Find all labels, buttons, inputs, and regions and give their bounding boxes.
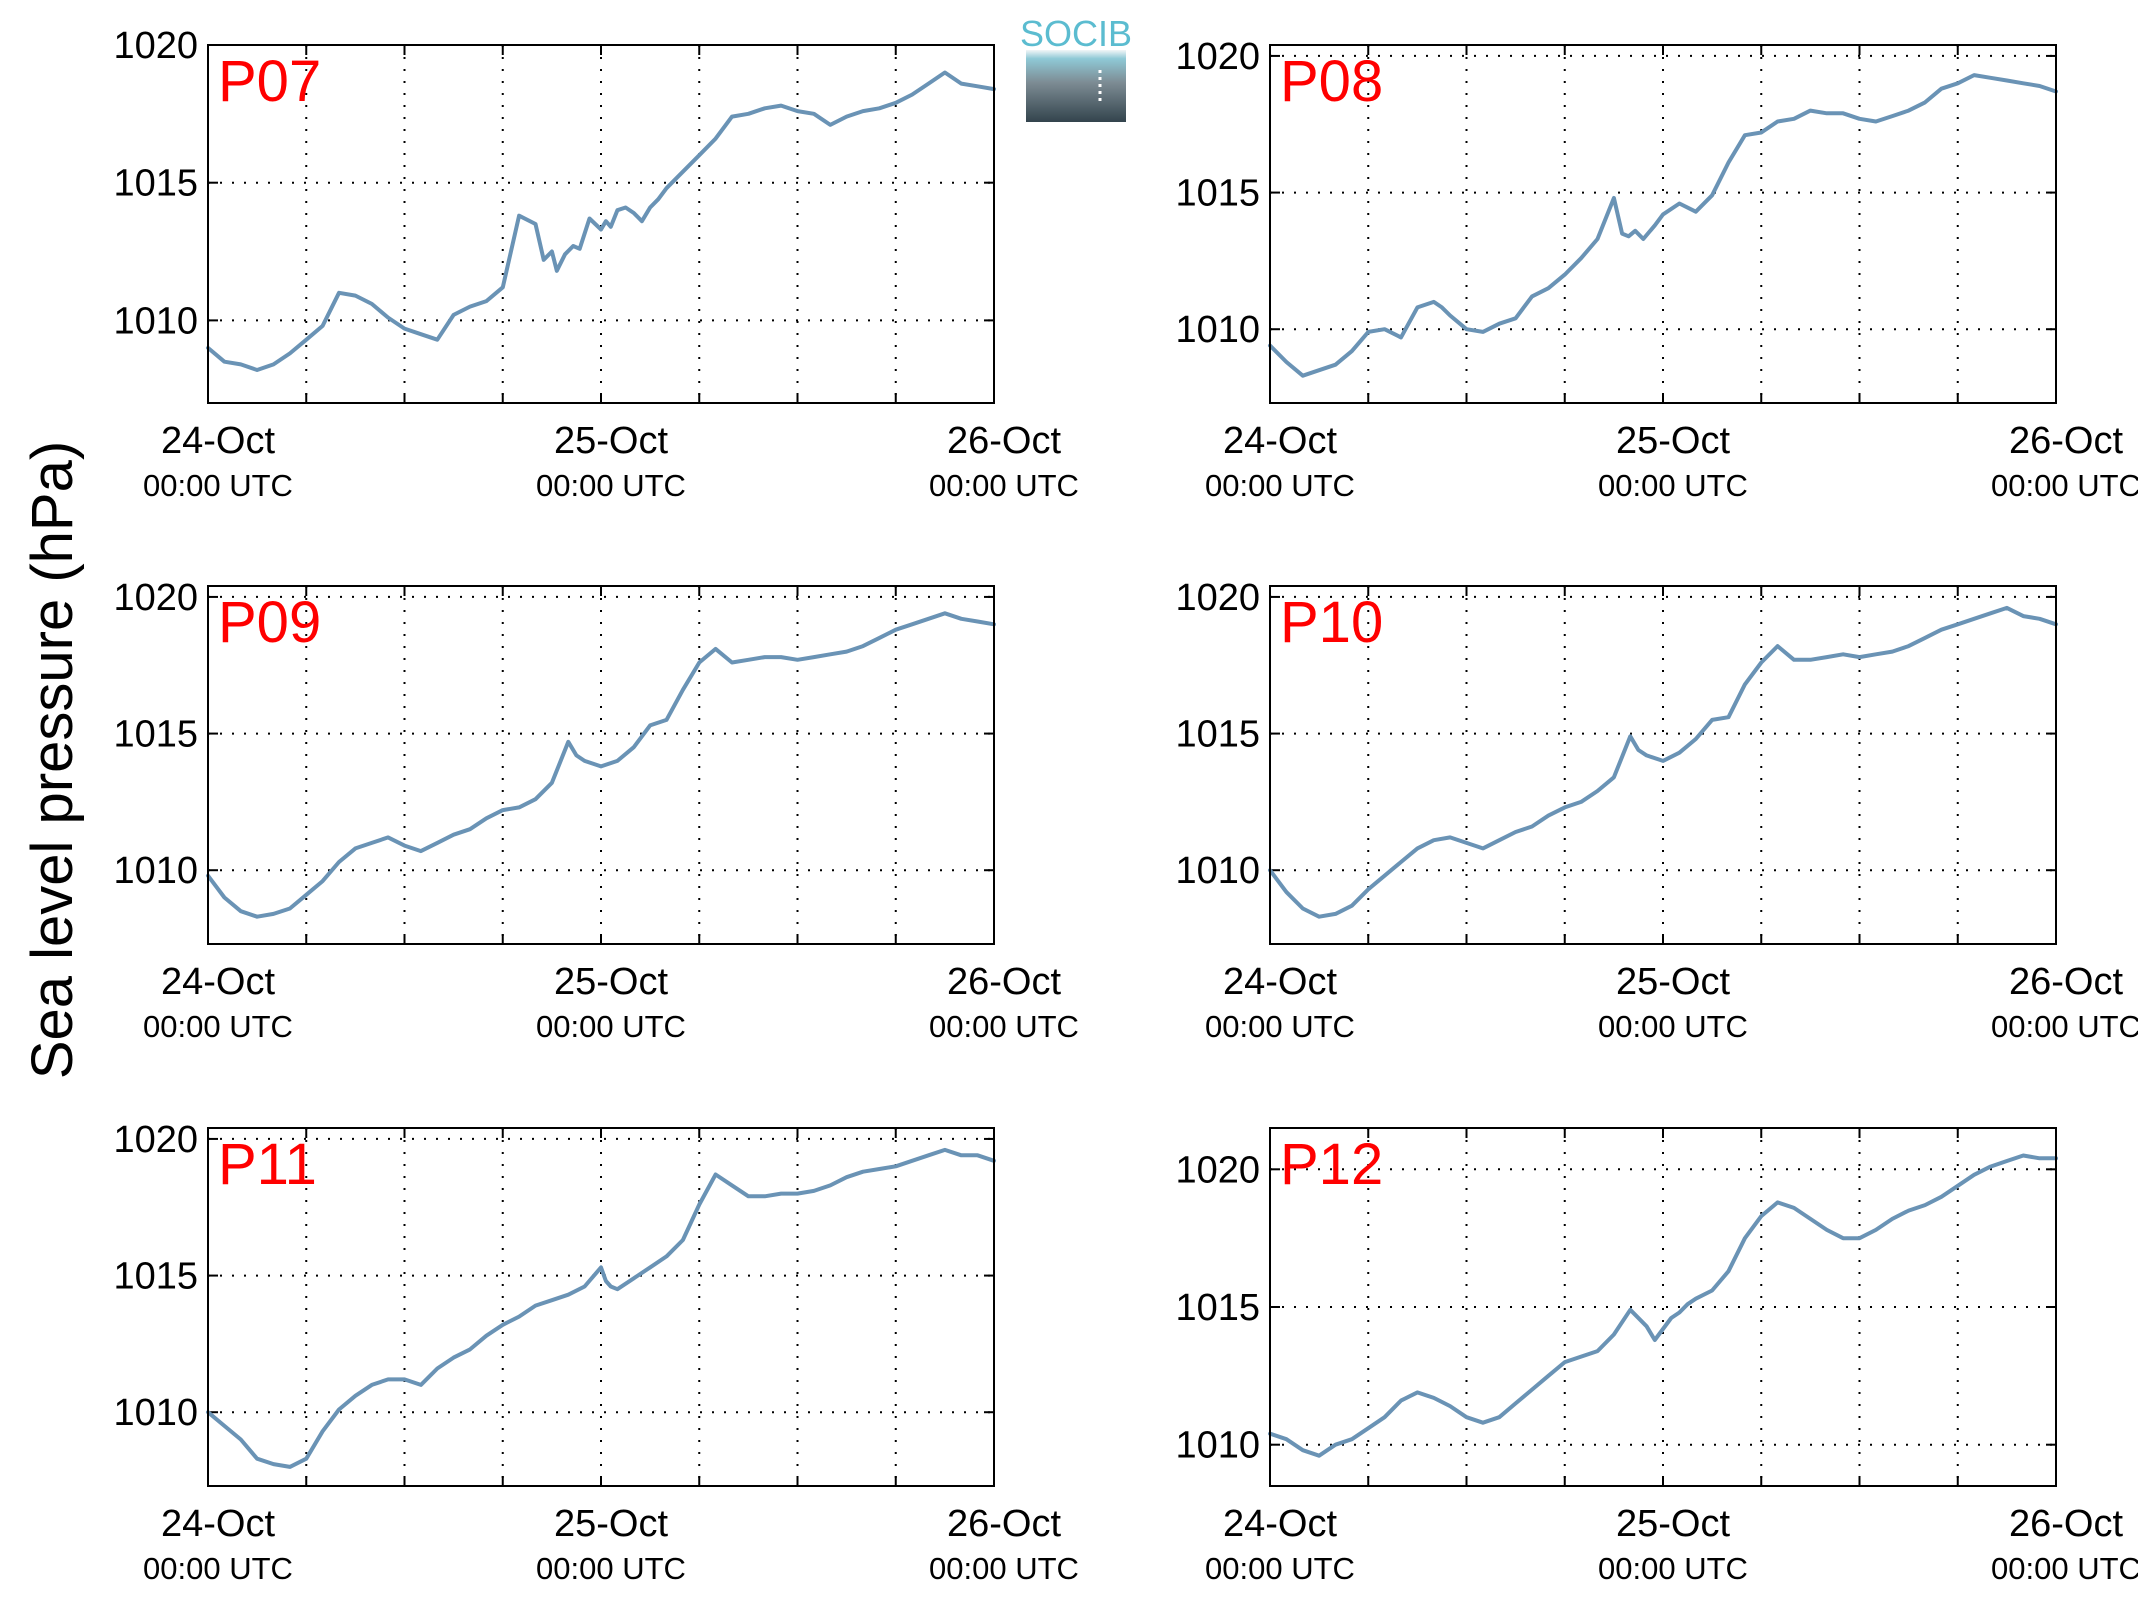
y-tick-label: 1010 — [1175, 309, 1260, 351]
chart-panel-p12: 1010 1015 1020 24-Oct 00:00 UTC 25-Oct 00:00 U… — [1175, 1128, 2138, 1586]
chart-panel-p10: 1010 1015 1020 24-Oct 00:00 UTC 25-Oct 00:00 U… — [1175, 577, 2138, 1044]
x-tick-label-time: 00:00 UTC — [1991, 1551, 2138, 1586]
plot-frame — [1270, 586, 2056, 944]
x-tick-label-time: 00:00 UTC — [1598, 468, 1748, 503]
y-tick-label: 1020 — [1175, 36, 1260, 78]
plot-frame — [208, 1128, 994, 1486]
station-label: P09 — [218, 590, 321, 655]
plot-frame — [1270, 45, 2056, 403]
y-tick-label: 1020 — [113, 577, 198, 619]
x-tick-label-time: 00:00 UTC — [536, 1009, 686, 1044]
x-tick-label-time: 00:00 UTC — [143, 1551, 293, 1586]
x-tick-label-time: 00:00 UTC — [1991, 468, 2138, 503]
y-tick-label: 1015 — [113, 163, 198, 205]
y-tick-label: 1015 — [1175, 173, 1260, 215]
x-tick-label-time: 00:00 UTC — [929, 1009, 1079, 1044]
y-tick-label: 1015 — [113, 714, 198, 756]
x-tick-label-date: 26-Oct — [2009, 420, 2123, 462]
plot-frame — [1270, 1128, 2056, 1486]
x-tick-label-time: 00:00 UTC — [1598, 1009, 1748, 1044]
x-tick-label-date: 24-Oct — [1223, 1503, 1337, 1545]
x-tick-label-date: 24-Oct — [1223, 420, 1337, 462]
x-tick-label-time: 00:00 UTC — [1205, 1551, 1355, 1586]
x-tick-label-time: 00:00 UTC — [1205, 1009, 1355, 1044]
station-label: P11 — [218, 1132, 317, 1197]
x-tick-label-time: 00:00 UTC — [536, 468, 686, 503]
y-tick-label: 1010 — [1175, 1425, 1260, 1467]
chart-panel-p11: 1010 1015 1020 24-Oct 00:00 UTC 25-Oct 00:00 U… — [113, 1119, 1079, 1586]
station-label: P10 — [1280, 590, 1383, 655]
x-tick-label-date: 25-Oct — [554, 961, 668, 1003]
x-tick-label-date: 26-Oct — [947, 1503, 1061, 1545]
x-tick-label-time: 00:00 UTC — [929, 1551, 1079, 1586]
x-tick-label-time: 00:00 UTC — [1598, 1551, 1748, 1586]
x-tick-label-time: 00:00 UTC — [929, 468, 1079, 503]
x-tick-label-date: 25-Oct — [554, 1503, 668, 1545]
station-label: P07 — [218, 49, 321, 114]
x-tick-label-time: 00:00 UTC — [1991, 1009, 2138, 1044]
y-tick-label: 1010 — [113, 1392, 198, 1434]
x-tick-label-date: 25-Oct — [1616, 420, 1730, 462]
y-axis-label: Sea level pressure (hPa) — [20, 441, 85, 1079]
station-label: P12 — [1280, 1132, 1383, 1197]
y-tick-label: 1015 — [1175, 714, 1260, 756]
x-tick-label-time: 00:00 UTC — [143, 1009, 293, 1044]
y-tick-label: 1015 — [1175, 1287, 1260, 1329]
x-tick-label-date: 24-Oct — [161, 420, 275, 462]
x-tick-label-date: 25-Oct — [554, 420, 668, 462]
series-line-p10 — [1270, 608, 2056, 917]
x-tick-label-date: 26-Oct — [947, 961, 1061, 1003]
y-tick-label: 1020 — [1175, 1149, 1260, 1191]
x-tick-label-time: 00:00 UTC — [536, 1551, 686, 1586]
chart-panel-p07: 1010 1015 1020 24-Oct 00:00 UTC 25-Oct 00:00 U… — [113, 25, 1079, 503]
y-tick-label: 1010 — [113, 850, 198, 892]
x-tick-label-date: 26-Oct — [947, 420, 1061, 462]
y-tick-label: 1020 — [113, 1119, 198, 1161]
station-label: P08 — [1280, 49, 1383, 114]
x-tick-label-date: 24-Oct — [1223, 961, 1337, 1003]
plot-frame — [208, 45, 994, 403]
x-tick-label-date: 25-Oct — [1616, 961, 1730, 1003]
x-tick-label-date: 24-Oct — [161, 961, 275, 1003]
chart-panel-p09: 1010 1015 1020 24-Oct 00:00 UTC 25-Oct 00:00 U… — [113, 577, 1079, 1044]
socib-logo: SOCIB — [1020, 13, 1132, 122]
x-tick-label-date: 26-Oct — [2009, 961, 2123, 1003]
logo-block — [1026, 50, 1126, 122]
chart-panel-p08: 1010 1015 1020 24-Oct 00:00 UTC 25-Oct 00:00 U… — [1175, 36, 2138, 503]
y-tick-label: 1015 — [113, 1256, 198, 1298]
y-tick-label: 1020 — [1175, 577, 1260, 619]
x-tick-label-time: 00:00 UTC — [1205, 468, 1355, 503]
logo-text: SOCIB — [1020, 13, 1132, 54]
x-tick-label-time: 00:00 UTC — [143, 468, 293, 503]
x-tick-label-date: 26-Oct — [2009, 1503, 2123, 1545]
y-tick-label: 1020 — [113, 25, 198, 67]
y-tick-label: 1010 — [1175, 850, 1260, 892]
chart-panels: 1010 1015 1020 24-Oct 00:00 UTC 25-Oct 00:00 U… — [113, 25, 2138, 1586]
x-tick-label-date: 25-Oct — [1616, 1503, 1730, 1545]
y-tick-label: 1010 — [113, 300, 198, 342]
x-tick-label-date: 24-Oct — [161, 1503, 275, 1545]
